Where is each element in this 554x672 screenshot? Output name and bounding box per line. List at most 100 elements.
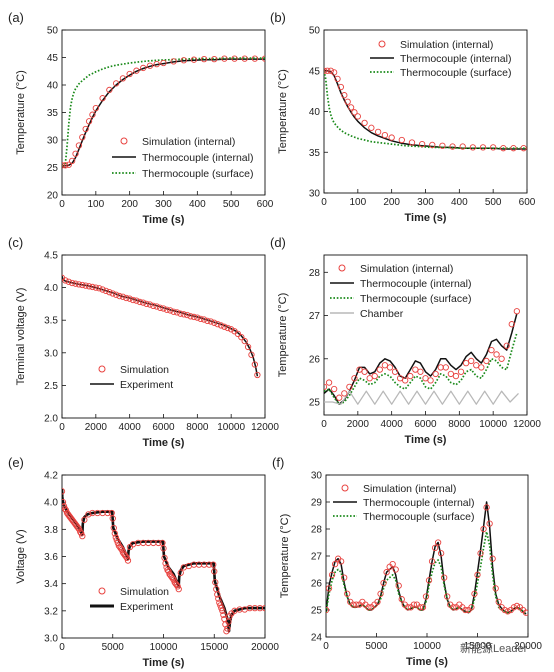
x-tick-label: 20000 <box>251 642 279 653</box>
data-point <box>513 602 521 610</box>
series-line <box>324 70 527 150</box>
data-point <box>170 308 177 315</box>
data-point <box>146 301 154 308</box>
data-point <box>396 375 404 382</box>
data-point <box>326 585 333 592</box>
y-tick-label: 45 <box>309 66 321 77</box>
data-point <box>223 628 230 635</box>
data-point <box>383 569 390 576</box>
x-tick-label: 10000 <box>150 642 178 653</box>
data-point <box>150 302 157 310</box>
data-point <box>361 119 368 127</box>
y-axis-label: Temperature (°C) <box>277 293 289 377</box>
y-tick-label: 3.2 <box>44 606 58 617</box>
data-point <box>79 281 86 289</box>
x-tick-label: 600 <box>257 199 274 210</box>
y-tick-label: 3.0 <box>44 348 58 359</box>
panel-label: (d) <box>270 235 286 250</box>
data-point <box>112 534 119 541</box>
data-point <box>194 314 201 321</box>
x-tick-label: 0 <box>59 422 65 433</box>
data-point <box>398 596 405 603</box>
data-point <box>190 313 198 321</box>
data-point <box>99 286 106 293</box>
data-point <box>380 579 387 587</box>
data-point <box>402 377 409 384</box>
data-point <box>214 320 221 328</box>
data-point <box>441 574 448 581</box>
data-point <box>337 83 345 91</box>
x-tick-label: 12000 <box>513 419 541 430</box>
data-point <box>386 364 394 371</box>
data-point <box>408 139 416 146</box>
y-tick-label: 24 <box>311 633 323 644</box>
data-point <box>471 590 478 597</box>
data-point <box>184 311 191 319</box>
series-line <box>324 332 518 406</box>
x-tick-label: 10000 <box>413 641 441 652</box>
legend-entry-label: Simulation (internal) <box>400 39 493 51</box>
data-point <box>434 539 442 546</box>
data-point <box>391 368 399 375</box>
data-point <box>462 606 469 614</box>
legend-entry-label: Thermocouple (internal) <box>142 152 253 164</box>
y-tick-label: 30 <box>47 136 59 147</box>
data-point <box>337 558 345 565</box>
data-point <box>123 554 131 562</box>
data-point <box>177 310 184 317</box>
legend-entry-label: Experiment <box>120 379 173 391</box>
data-point <box>395 582 402 589</box>
data-point <box>389 560 396 568</box>
data-point <box>344 98 351 105</box>
data-point <box>330 385 338 393</box>
data-point <box>452 372 460 380</box>
data-point <box>96 285 103 292</box>
data-point <box>381 362 389 369</box>
legend: Simulation Experiment <box>90 586 173 613</box>
y-tick-label: 30 <box>311 471 323 482</box>
x-tick-label: 2000 <box>347 419 370 430</box>
y-tick-label: 3.6 <box>44 552 58 563</box>
legend-entry-label: Simulation (internal) <box>142 136 235 148</box>
data-point <box>324 67 331 74</box>
data-point <box>119 75 127 82</box>
y-tick-label: 26 <box>311 579 323 590</box>
data-point <box>356 366 363 373</box>
y-tick-label: 28 <box>309 268 321 279</box>
data-point <box>478 364 485 371</box>
data-point <box>234 330 242 338</box>
x-tick-label: 6000 <box>152 422 175 433</box>
data-point <box>228 326 235 333</box>
legend-marker <box>341 484 349 492</box>
x-tick-label: 6000 <box>414 419 437 430</box>
data-point <box>187 313 194 320</box>
panel-label: (f) <box>272 455 284 470</box>
data-point <box>214 591 221 598</box>
data-point <box>217 322 225 329</box>
data-point <box>489 555 496 562</box>
data-point <box>416 604 424 611</box>
data-point <box>261 604 265 612</box>
x-tick-label: 200 <box>121 199 138 210</box>
data-point <box>248 351 255 358</box>
data-point <box>62 162 69 169</box>
panel-label: (a) <box>8 10 24 25</box>
data-point <box>224 625 231 632</box>
data-point <box>211 56 218 63</box>
y-tick-label: 27 <box>309 311 321 322</box>
data-point <box>428 558 436 565</box>
data-point <box>217 602 224 609</box>
y-tick-label: 45 <box>47 53 59 64</box>
data-point <box>504 608 511 615</box>
data-point <box>388 134 395 141</box>
data-point <box>112 291 120 298</box>
x-tick-label: 5000 <box>102 642 125 653</box>
data-point <box>163 306 171 313</box>
data-point <box>104 509 111 517</box>
x-tick-label: 15000 <box>200 642 228 653</box>
x-tick-label: 100 <box>349 197 366 208</box>
data-point <box>457 368 465 375</box>
chart-panel: 0 100 200 300 400 500 600 30 35 40 45 50 Time (s) Tem… <box>270 10 536 224</box>
data-point <box>143 300 150 308</box>
data-point <box>427 377 434 384</box>
